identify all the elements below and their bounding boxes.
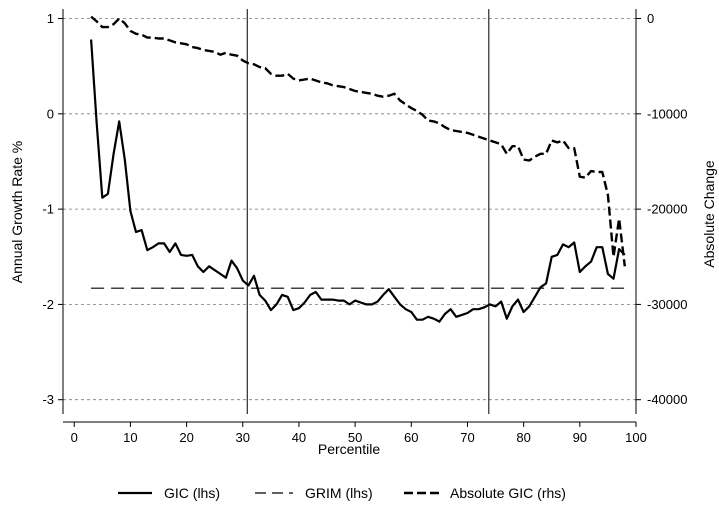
x-tick-label: 50 [348,430,362,445]
legend-label-absolute-gic: Absolute GIC (rhs) [450,485,566,501]
series-lines [90,15,626,323]
legend-label-grim: GRIM (lhs) [305,485,373,501]
right-y-tick-label: -20000 [647,202,687,217]
right-y-tick-label: -30000 [647,297,687,312]
x-tick-label: 30 [236,430,250,445]
right-y-tick-label: 0 [647,11,654,26]
x-axis-title: Percentile [318,441,380,457]
x-tick-label: 10 [123,430,137,445]
x-tick-label: 40 [292,430,306,445]
left-y-tick-label: 1 [47,11,54,26]
left-y-tick-label: 0 [47,106,54,121]
x-tick-label: 70 [460,430,474,445]
absolute-gic-line [90,15,626,267]
x-tick-label: 100 [625,430,647,445]
legend: GIC (lhs) GRIM (lhs) Absolute GIC (rhs) [118,485,566,501]
x-tick-label: 0 [71,430,78,445]
right-y-axis-title: Absolute Change [701,160,717,268]
x-tick-label: 80 [516,430,530,445]
left-y-axis-title: Annual Growth Rate % [9,141,25,283]
gic-line [90,39,626,323]
x-tick-label: 90 [573,430,587,445]
axes [62,9,637,423]
x-tick-label: 60 [404,430,418,445]
gridlines [63,18,636,401]
left-y-tick-label: -1 [42,202,54,217]
left-y-tick-label: -3 [42,392,54,407]
left-y-tick-label: -2 [42,297,54,312]
percentile-markers [246,9,490,414]
right-y-tick-label: -40000 [647,392,687,407]
legend-label-gic: GIC (lhs) [164,485,220,501]
x-tick-label: 20 [179,430,193,445]
right-y-tick-label: -10000 [647,106,687,121]
